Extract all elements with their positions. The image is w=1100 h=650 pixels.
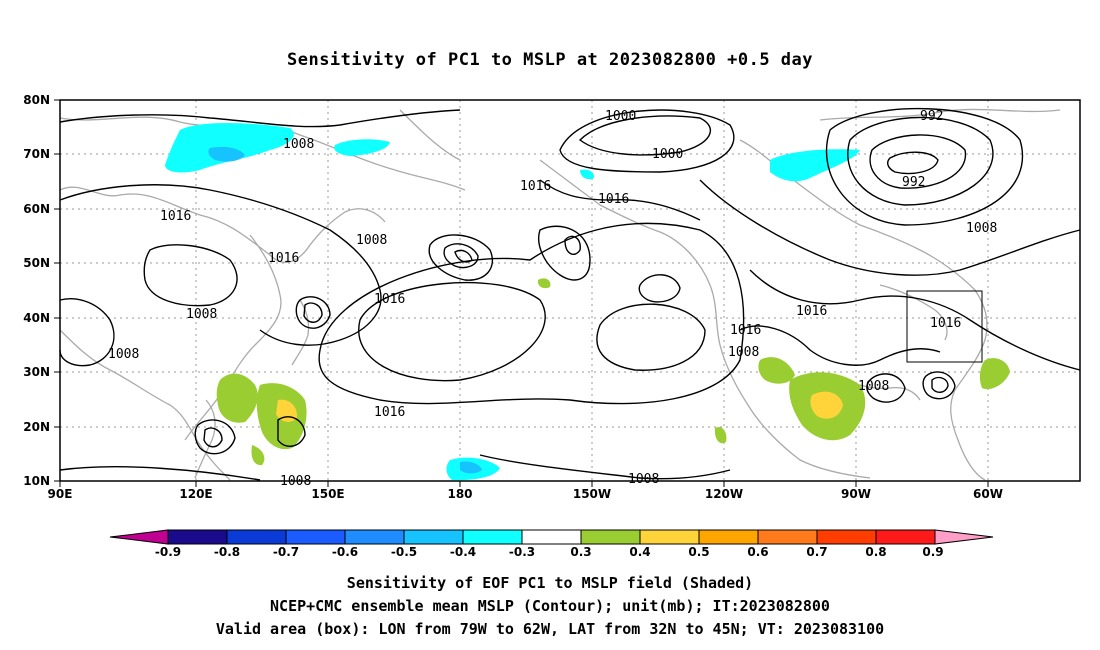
colorbar-label: -0.7 xyxy=(273,545,299,559)
mslp-contours xyxy=(59,107,1081,481)
colorbar-segment xyxy=(580,529,641,545)
colorbar-segment xyxy=(639,529,700,545)
colorbar xyxy=(109,529,994,545)
contour-label: 1016 xyxy=(160,209,191,224)
caption-line-3: Valid area (box): LON from 79W to 62W, L… xyxy=(215,620,885,638)
lat-labels: 80N 70N 60N 50N 40N 30N 20N 10N xyxy=(23,93,50,488)
tick-marks xyxy=(54,99,989,487)
colorbar-left-triangle xyxy=(109,529,169,545)
contour-label: 1016 xyxy=(796,304,827,319)
colorbar-label: 0.6 xyxy=(747,545,768,559)
valid-area-box xyxy=(906,290,983,363)
colorbar-segment xyxy=(698,529,759,545)
colorbar-segment xyxy=(875,529,936,545)
contour-label: 1016 xyxy=(374,405,405,420)
colorbar-right-triangle xyxy=(934,529,994,545)
contour-label: 992 xyxy=(920,109,943,124)
contour-labels: 1008 1000 1000 992 1008 1016 1016 1016 1… xyxy=(108,109,997,489)
colorbar-label: 0.9 xyxy=(922,545,943,559)
sensitivity-shading xyxy=(165,123,1010,481)
colorbar-segment xyxy=(757,529,818,545)
colorbar-label: 0.7 xyxy=(806,545,827,559)
colorbar-label: 0.4 xyxy=(629,545,650,559)
colorbar-segment xyxy=(462,529,523,545)
lat-tick-label: 40N xyxy=(23,311,50,325)
low-center-label: 992 xyxy=(902,175,925,190)
contour-label: 1008 xyxy=(108,347,139,362)
colorbar-label: 0.3 xyxy=(570,545,591,559)
lon-tick-label: 150E xyxy=(311,487,344,501)
lon-tick-label: 90E xyxy=(48,487,73,501)
contour-label: 1008 xyxy=(728,345,759,360)
contour-label: 1008 xyxy=(966,221,997,236)
lon-tick-label: 120W xyxy=(705,487,743,501)
colorbar-label: -0.3 xyxy=(509,545,535,559)
colorbar-label: 0.8 xyxy=(865,545,886,559)
caption-line-1: Sensitivity of EOF PC1 to MSLP field (Sh… xyxy=(346,574,754,592)
lon-tick-label: 150W xyxy=(573,487,611,501)
lat-tick-label: 30N xyxy=(23,365,50,379)
lat-tick-label: 70N xyxy=(23,147,50,161)
colorbar-label: -0.6 xyxy=(332,545,358,559)
map-title: Sensitivity of PC1 to MSLP at 2023082800… xyxy=(286,50,813,70)
colorbar-label: -0.5 xyxy=(391,545,417,559)
lon-labels: 90E 120E 150E 180 150W 120W 90W 60W xyxy=(48,487,1003,501)
colorbar-segment xyxy=(167,529,228,545)
caption-line-2: NCEP+CMC ensemble mean MSLP (Contour); u… xyxy=(270,597,830,615)
colorbar-label: 0.5 xyxy=(688,545,709,559)
lat-tick-label: 50N xyxy=(23,256,50,270)
colorbar-label: -0.4 xyxy=(450,545,476,559)
contour-label: 1008 xyxy=(186,307,217,322)
contour-label: 1000 xyxy=(652,147,683,162)
contour-label: 1000 xyxy=(605,109,636,124)
lon-tick-label: 180 xyxy=(447,487,472,501)
lon-tick-label: 120E xyxy=(179,487,212,501)
contour-label: 1008 xyxy=(628,472,659,487)
colorbar-segment xyxy=(521,529,582,545)
contour-label: 1016 xyxy=(730,323,761,338)
colorbar-segment xyxy=(816,529,877,545)
colorbar-label: -0.9 xyxy=(155,545,181,559)
contour-label: 1016 xyxy=(268,251,299,266)
lat-tick-label: 80N xyxy=(23,93,50,107)
lat-tick-label: 10N xyxy=(23,474,50,488)
contour-label: 1016 xyxy=(374,292,405,307)
colorbar-segment xyxy=(226,529,287,545)
contour-label: 1008 xyxy=(356,233,387,248)
lon-tick-label: 90W xyxy=(841,487,871,501)
colorbar-segment xyxy=(403,529,464,545)
colorbar-label: -0.8 xyxy=(214,545,240,559)
contour-label: 1016 xyxy=(930,316,961,331)
lon-tick-label: 60W xyxy=(973,487,1003,501)
colorbar-labels: -0.9 -0.8 -0.7 -0.6 -0.5 -0.4 -0.3 0.3 0… xyxy=(155,545,944,559)
contour-label: 1008 xyxy=(858,379,889,394)
contour-label: 1008 xyxy=(283,137,314,152)
colorbar-segment xyxy=(285,529,346,545)
map-frame xyxy=(59,99,1081,482)
lat-tick-label: 60N xyxy=(23,202,50,216)
contour-label: 1016 xyxy=(598,192,629,207)
lat-tick-label: 20N xyxy=(23,420,50,434)
contour-label: 1016 xyxy=(520,179,551,194)
colorbar-segment xyxy=(344,529,405,545)
